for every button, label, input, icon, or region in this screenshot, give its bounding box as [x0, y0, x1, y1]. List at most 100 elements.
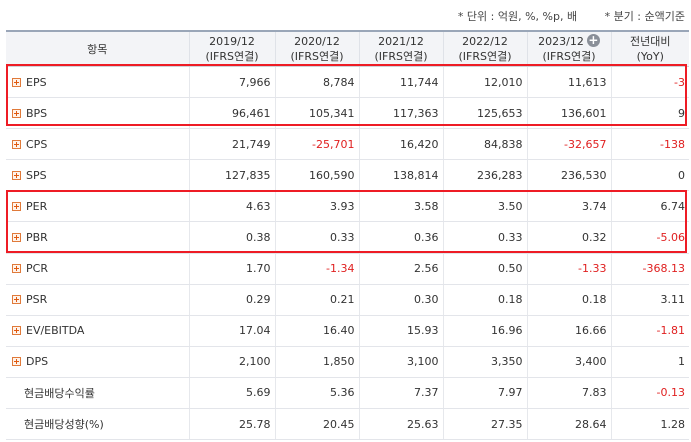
value-cell: 27.35 [443, 408, 528, 441]
value-cell: 117,363 [359, 97, 444, 130]
add-column-icon[interactable]: + [586, 33, 600, 47]
row-label-cell[interactable]: DPS [6, 346, 190, 378]
value-cell: 7,966 [189, 66, 276, 99]
value-cell: 0.21 [275, 284, 360, 316]
value-cell: 1,850 [275, 346, 360, 378]
row-label-cell: 현금배당성향(%) [6, 408, 190, 441]
row-label-cell[interactable]: PSR [6, 284, 190, 316]
value-cell: 3,100 [359, 346, 444, 378]
expand-icon[interactable] [12, 170, 21, 180]
row-label: PCR [26, 262, 48, 276]
value-cell: 7.37 [359, 377, 444, 410]
value-cell: 0.33 [275, 221, 360, 254]
value-cell: 25.78 [189, 408, 276, 441]
value-cell: -32,657 [527, 128, 612, 161]
value-cell: 16.40 [275, 315, 360, 347]
value-cell: 236,283 [443, 159, 528, 192]
value-cell: 3,400 [527, 346, 612, 378]
value-cell: 0.18 [443, 284, 528, 316]
value-cell: 136,601 [527, 97, 612, 130]
value-cell: 3.58 [359, 190, 444, 223]
period-header: 2023/12 + (IFRS연결) [527, 31, 612, 67]
table-row: PBR 0.38 0.33 0.36 0.33 0.32 -5.06 [6, 221, 689, 254]
value-cell: 160,590 [275, 159, 360, 192]
expand-icon[interactable] [12, 233, 21, 243]
value-cell: 16.66 [527, 315, 612, 347]
period-header: 2020/12 (IFRS연결) [275, 31, 360, 67]
yoy-cell: 1.28 [611, 408, 689, 441]
value-cell: 96,461 [189, 97, 276, 130]
yoy-cell: -3 [611, 66, 689, 99]
value-cell: 28.64 [527, 408, 612, 441]
value-cell: 4.63 [189, 190, 276, 223]
expand-icon[interactable] [12, 295, 21, 305]
value-cell: 17.04 [189, 315, 276, 347]
value-cell: 0.18 [527, 284, 612, 316]
expand-icon[interactable] [12, 77, 21, 87]
value-cell: 0.50 [443, 253, 528, 285]
expand-icon[interactable] [12, 326, 21, 336]
expand-icon[interactable] [12, 139, 21, 149]
value-cell: 125,653 [443, 97, 528, 130]
row-label-cell[interactable]: EPS [6, 66, 190, 99]
value-cell: 7.97 [443, 377, 528, 410]
table-row: EV/EBITDA 17.04 16.40 15.93 16.96 16.66 -1.81 [6, 315, 689, 347]
unit-note: * 단위 : 억원, %, %p, 배 [457, 10, 578, 23]
table-row: PCR 1.70 -1.34 2.56 0.50 -1.33 -368.13 [6, 253, 689, 285]
table-notes: * 단위 : 억원, %, %p, 배 * 분기 : 순액기준 [434, 8, 685, 24]
value-cell: 3,350 [443, 346, 528, 378]
period-header: 2021/12 (IFRS연결) [359, 31, 444, 67]
yoy-cell: -1.81 [611, 315, 689, 347]
table-row: SPS 127,835 160,590 138,814 236,283 236,530 0 [6, 159, 689, 192]
value-cell: 0.32 [527, 221, 612, 254]
expand-icon[interactable] [12, 108, 21, 118]
row-label: 현금배당수익률 [24, 386, 95, 400]
row-label: EV/EBITDA [26, 324, 85, 338]
row-label-cell[interactable]: EV/EBITDA [6, 315, 190, 347]
row-label-cell[interactable]: PER [6, 190, 190, 223]
row-label-cell[interactable]: BPS [6, 97, 190, 130]
table-row: EPS 7,966 8,784 11,744 12,010 11,613 -3 [6, 66, 689, 99]
value-cell: 11,613 [527, 66, 612, 99]
expand-icon[interactable] [12, 264, 21, 274]
value-cell: 8,784 [275, 66, 360, 99]
value-cell: 0.33 [443, 221, 528, 254]
row-label: PBR [26, 231, 48, 245]
value-cell: 15.93 [359, 315, 444, 347]
value-cell: 127,835 [189, 159, 276, 192]
value-cell: 16.96 [443, 315, 528, 347]
table-row: BPS 96,461 105,341 117,363 125,653 136,601 9 [6, 97, 689, 130]
value-cell: 3.50 [443, 190, 528, 223]
row-label-cell[interactable]: CPS [6, 128, 190, 161]
value-cell: 1.70 [189, 253, 276, 285]
row-label: PSR [26, 293, 48, 307]
value-cell: 20.45 [275, 408, 360, 441]
yoy-cell: -5.06 [611, 221, 689, 254]
row-label-cell: 현금배당수익률 [6, 377, 190, 410]
value-cell: 0.29 [189, 284, 276, 316]
value-cell: 138,814 [359, 159, 444, 192]
row-label: 현금배당성향(%) [24, 418, 104, 432]
row-label-cell[interactable]: PCR [6, 253, 190, 285]
expand-icon[interactable] [12, 357, 21, 367]
value-cell: 25.63 [359, 408, 444, 441]
yoy-cell: -368.13 [611, 253, 689, 285]
table-row: DPS 2,100 1,850 3,100 3,350 3,400 1 [6, 346, 689, 378]
value-cell: 21,749 [189, 128, 276, 161]
row-label-cell[interactable]: PBR [6, 221, 190, 254]
table-row: 현금배당성향(%) 25.78 20.45 25.63 27.35 28.64 1.28 [6, 408, 689, 441]
row-label: DPS [26, 355, 49, 369]
value-cell: 105,341 [275, 97, 360, 130]
value-cell: 11,744 [359, 66, 444, 99]
table-row: PER 4.63 3.93 3.58 3.50 3.74 6.74 [6, 190, 689, 223]
row-label-cell[interactable]: SPS [6, 159, 190, 192]
expand-icon[interactable] [12, 201, 21, 211]
item-header: 항목 [6, 31, 190, 67]
financial-ratio-table: 항목 2019/12 (IFRS연결) 2020/12 (IFRS연결) 2021/… [6, 30, 689, 441]
value-cell: 0.36 [359, 221, 444, 254]
yoy-cell: 1 [611, 346, 689, 378]
value-cell: 5.69 [189, 377, 276, 410]
value-cell: 236,530 [527, 159, 612, 192]
yoy-cell: -138 [611, 128, 689, 161]
table-row: CPS 21,749 -25,701 16,420 84,838 -32,657 -138 [6, 128, 689, 161]
